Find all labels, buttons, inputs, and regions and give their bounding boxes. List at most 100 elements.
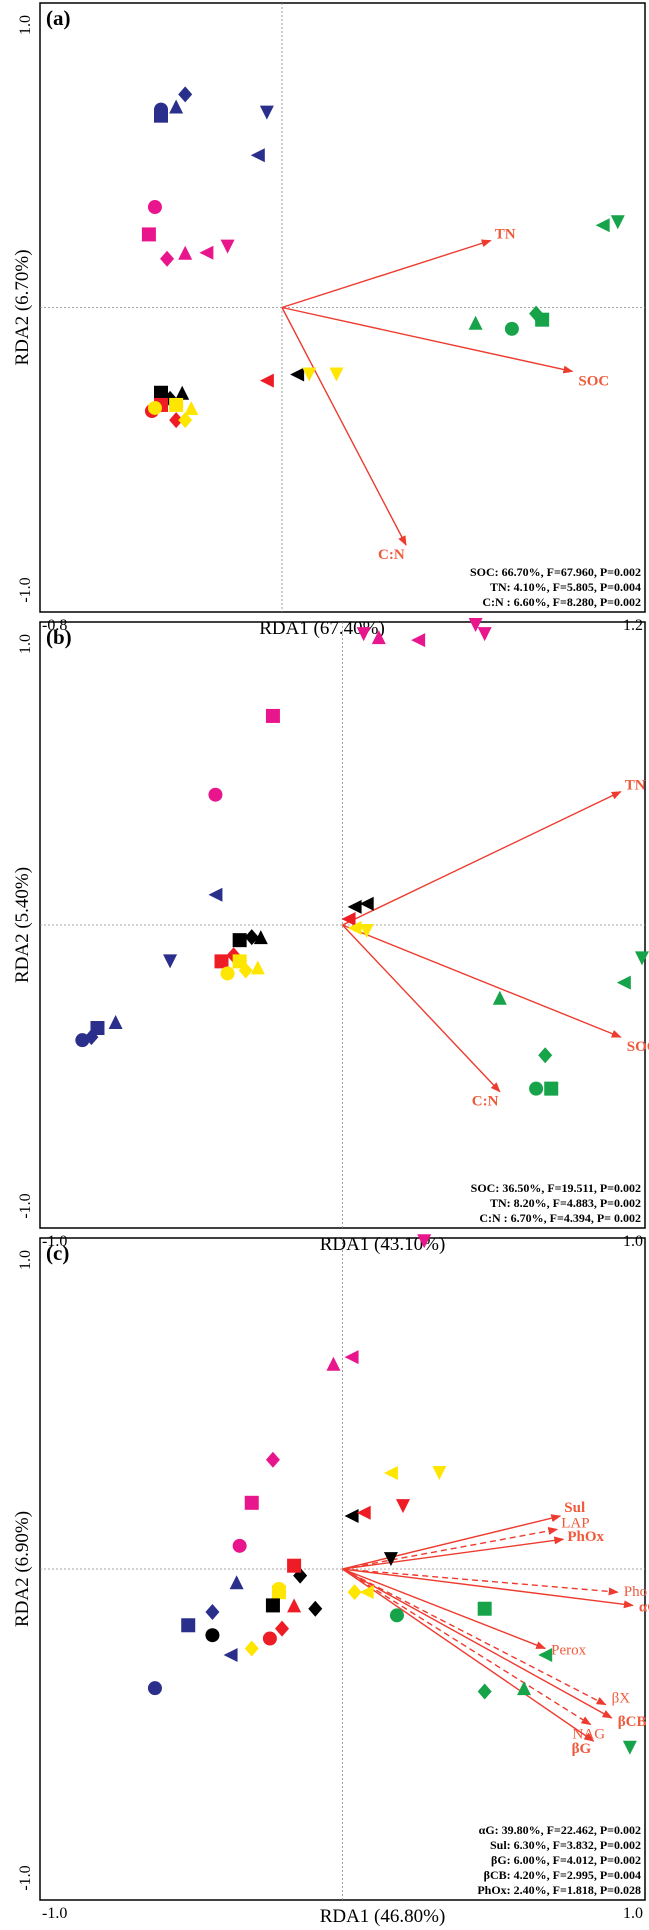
vector-label: βX <box>612 1691 631 1707</box>
sample-point <box>259 373 274 388</box>
sample-point <box>214 954 229 969</box>
sample-point <box>147 200 162 215</box>
stat-line: SOC: 36.50%, F=19.511, P=0.002 <box>471 1181 641 1195</box>
sample-point <box>359 924 374 939</box>
y-tick-label: 1.0 <box>17 15 34 35</box>
sample-point <box>383 1552 398 1567</box>
sample-point <box>238 962 253 979</box>
vector-arrow <box>342 1568 547 1650</box>
sample-point <box>220 239 235 254</box>
sample-point <box>175 385 190 400</box>
y-axis-label: RDA2 (5.40%) <box>12 867 33 983</box>
sample-point <box>347 899 362 914</box>
sample-point <box>356 627 371 642</box>
stat-line: C:N : 6.70%, F=4.394, P= 0.002 <box>479 1211 641 1225</box>
y-tick-label: -1.0 <box>17 577 34 602</box>
x-axis-label: RDA1 (46.80%) <box>320 1906 446 1927</box>
sample-point <box>477 1683 492 1700</box>
sample-point <box>383 1466 398 1481</box>
sample-point <box>326 1356 341 1371</box>
vector-label: βCB <box>618 1714 647 1730</box>
sample-point <box>308 1600 323 1617</box>
panel-label: (a) <box>46 6 71 30</box>
sample-point <box>529 305 544 322</box>
sample-point <box>199 245 214 260</box>
sample-point <box>265 1598 280 1613</box>
sample-point <box>396 1499 410 1514</box>
sample-point <box>265 1451 280 1468</box>
vector-arrow <box>342 1536 565 1570</box>
vector-arrow <box>342 1568 613 1719</box>
vector-arrow <box>342 1568 592 1726</box>
stat-line: TN: 8.20%, F=4.883, P=0.002 <box>490 1196 641 1210</box>
stat-line: βG: 6.00%, F=4.012, P=0.002 <box>491 1853 641 1867</box>
sample-point <box>344 1350 359 1365</box>
vector-arrow <box>281 306 574 374</box>
vector-arrow <box>342 1526 559 1570</box>
vector-arrow <box>342 1568 619 1596</box>
stat-line: αG: 39.80%, F=22.462, P=0.002 <box>479 1823 641 1837</box>
sample-point <box>411 633 426 648</box>
vector-arrow <box>281 307 407 546</box>
sample-point <box>147 1681 162 1696</box>
sample-point <box>504 321 519 336</box>
vector-label: βG <box>572 1741 592 1757</box>
sample-point <box>262 1631 277 1646</box>
sample-point <box>356 1505 371 1520</box>
sample-point <box>250 960 265 975</box>
sample-point <box>275 1620 289 1637</box>
x-tick-label: 1.2 <box>623 617 643 634</box>
vector-label: αG <box>639 1599 649 1615</box>
sample-point <box>178 86 193 103</box>
stat-line: SOC: 66.70%, F=67.960, P=0.002 <box>470 565 641 579</box>
sample-point <box>492 990 507 1005</box>
sample-point <box>169 397 184 412</box>
y-tick-label: -1.0 <box>17 1865 34 1890</box>
vector-label: SOC <box>627 1039 649 1055</box>
vector-arrow <box>342 791 622 926</box>
sample-point <box>108 1014 123 1029</box>
vector-label: Perox <box>551 1642 586 1658</box>
sample-point <box>232 1538 247 1553</box>
vector-arrow <box>281 239 492 309</box>
panel-label: (c) <box>46 1241 69 1265</box>
y-tick-label: -1.0 <box>17 1193 34 1218</box>
sample-point <box>329 367 344 382</box>
sample-point <box>229 1575 244 1590</box>
plot-frame <box>39 2 646 613</box>
vector-label: SOC <box>578 373 609 389</box>
sample-point <box>359 896 374 911</box>
rda-panel-3: (c) 1.0 -1.0 RDA2 (6.90%) -1.0 1.0 RDA1 (46.80… <box>12 1234 649 1927</box>
sample-point <box>244 929 259 946</box>
y-tick-label: 1.0 <box>17 1250 34 1270</box>
sample-point <box>259 105 274 120</box>
sample-point <box>265 708 280 723</box>
sample-point <box>271 1581 286 1596</box>
sample-point <box>622 1740 637 1755</box>
sample-point <box>181 1618 196 1633</box>
sample-point <box>208 887 223 902</box>
sample-point <box>517 1681 531 1696</box>
sample-point <box>468 618 483 633</box>
sample-point <box>290 367 305 382</box>
sample-point <box>178 245 193 260</box>
sample-point <box>141 227 156 242</box>
sample-point <box>341 911 356 926</box>
sample-point <box>160 250 175 267</box>
sample-point <box>169 412 184 429</box>
sample-point <box>253 930 268 945</box>
sample-point <box>595 218 610 233</box>
vector-label: C:N <box>472 1094 499 1110</box>
x-axis-label: RDA1 (67.40%) <box>259 618 385 639</box>
vector-label: Pho <box>624 1584 647 1600</box>
sample-point <box>169 99 184 114</box>
sample-point <box>544 1081 559 1096</box>
vector-arrow <box>342 1568 595 1742</box>
sample-point <box>610 215 625 230</box>
sample-point <box>90 1021 105 1036</box>
y-axis-label: RDA2 (6.90%) <box>12 1511 33 1627</box>
sample-point <box>538 1648 553 1663</box>
sample-point <box>287 1598 302 1613</box>
